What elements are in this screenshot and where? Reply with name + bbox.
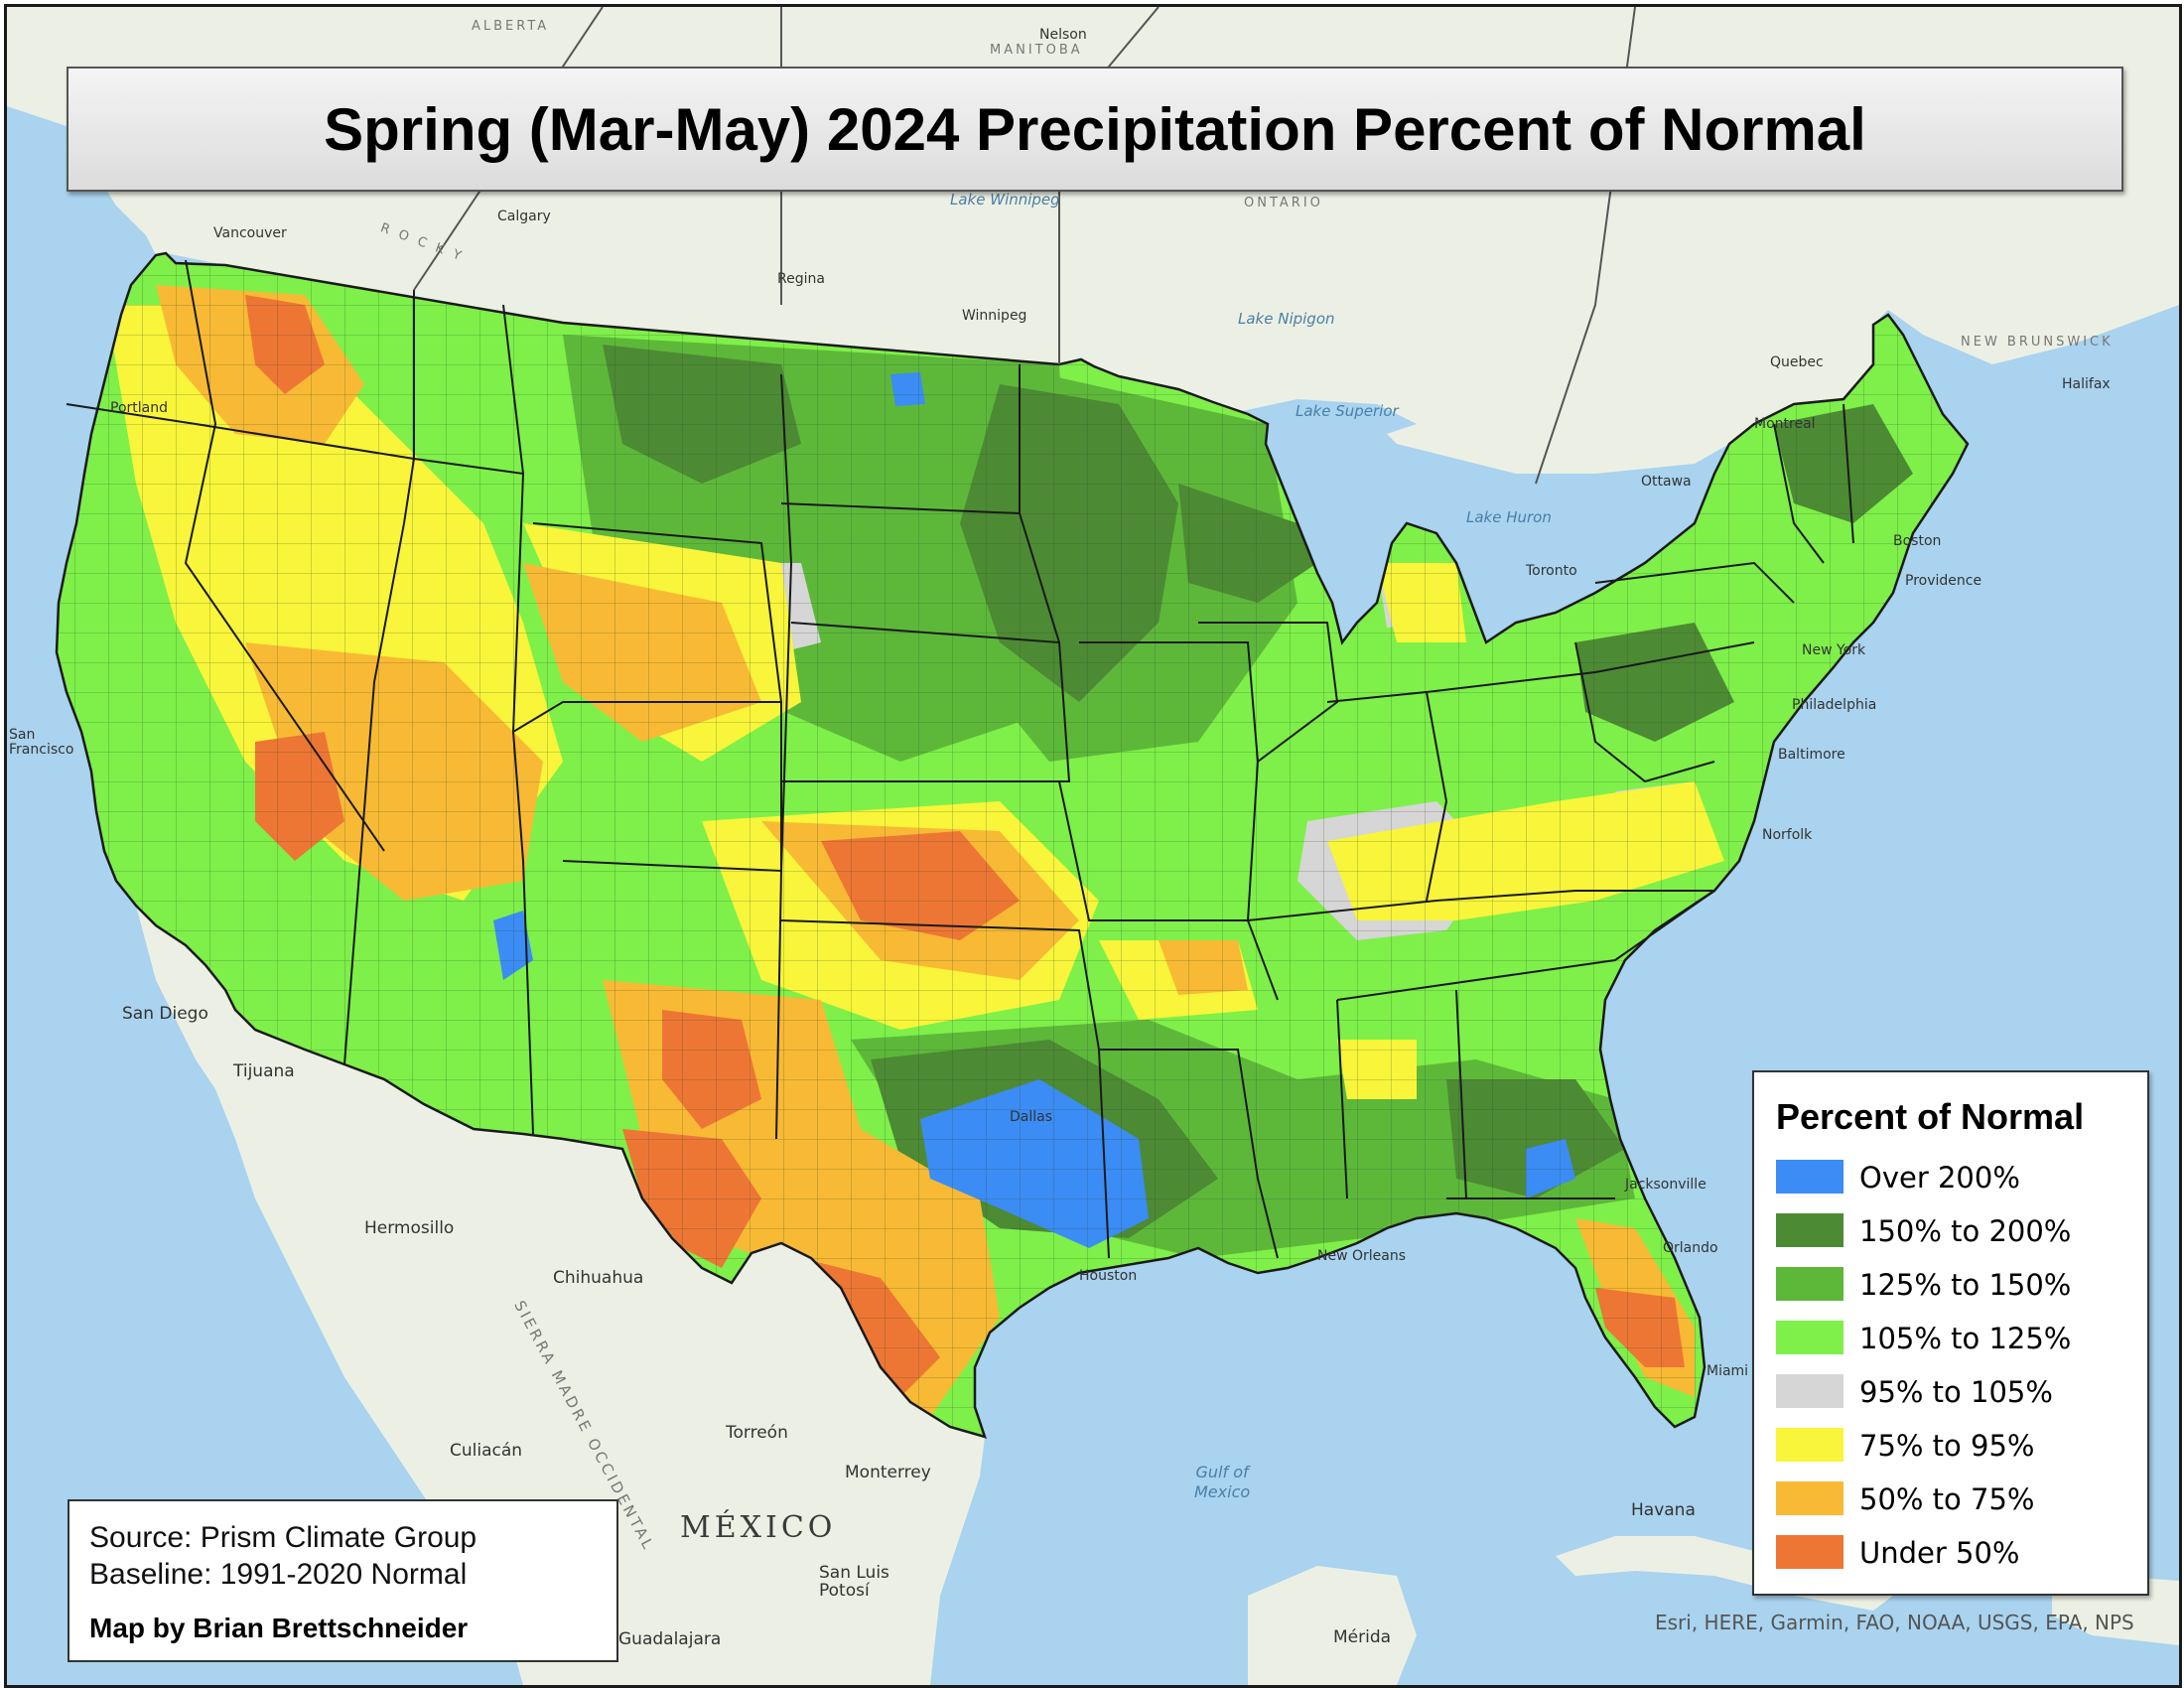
place-label-jacksonville: Jacksonville [1625, 1177, 1706, 1193]
water-label-lake-nipigon: Lake Nipigon [1238, 310, 1335, 328]
legend-swatch [1776, 1213, 1843, 1247]
source-text: Source: Prism Climate Group [89, 1521, 478, 1554]
place-label-norfolk: Norfolk [1762, 827, 1813, 843]
map-frame: Calgary Regina Winnipeg Vancouver ALBERT… [4, 4, 2182, 1688]
place-label-merida: Mérida [1333, 1627, 1392, 1647]
map-title-box: Spring (Mar-May) 2024 Precipitation Perc… [67, 67, 2123, 192]
place-label-orlando: Orlando [1663, 1240, 1718, 1256]
legend-item: Under 50% [1776, 1535, 2133, 1571]
legend-title: Percent of Normal [1776, 1096, 2085, 1137]
legend: Percent of Normal Over 200% 150% to 200% 1… [1752, 1070, 2149, 1596]
legend-swatch [1776, 1160, 1843, 1194]
place-label-torreon: Torreón [726, 1423, 788, 1443]
state-borders [66, 259, 1854, 1259]
place-label-montreal: Montreal [1754, 416, 1816, 432]
legend-swatch [1776, 1481, 1843, 1515]
legend-label: Under 50% [1859, 1536, 2020, 1570]
legend-label: 105% to 125% [1859, 1322, 2072, 1355]
region-label-ontario: ONTARIO [1244, 196, 1323, 211]
place-label-san-luis-potosi: San Luis Potosí [819, 1563, 889, 1601]
place-label-tijuana: Tijuana [233, 1061, 295, 1081]
place-label-halifax: Halifax [2062, 376, 2111, 392]
mexico-land [136, 906, 985, 1685]
country-label-mexico: MÉXICO [680, 1510, 837, 1545]
legend-swatch [1776, 1535, 1843, 1569]
water-label-lake-winnipeg: Lake Winnipeg [950, 191, 1060, 209]
place-label-havana: Havana [1631, 1500, 1696, 1520]
credits-box: Source: Prism Climate Group Baseline: 19… [68, 1499, 618, 1662]
place-label-nelson: Nelson [1039, 27, 1087, 43]
legend-label: 50% to 75% [1859, 1482, 2035, 1516]
place-label-hermosillo: Hermosillo [364, 1218, 455, 1238]
legend-label: 125% to 150% [1859, 1268, 2072, 1302]
legend-item: 105% to 125% [1776, 1321, 2133, 1356]
place-label-vancouver: Vancouver [213, 225, 287, 241]
legend-swatch [1776, 1374, 1843, 1408]
water-label-lake-huron: Lake Huron [1466, 508, 1552, 526]
place-label-dallas: Dallas [1010, 1109, 1053, 1125]
baseline-text: Baseline: 1991-2020 Normal [89, 1558, 468, 1591]
place-label-providence: Providence [1905, 573, 1982, 589]
legend-label: Over 200% [1859, 1161, 2020, 1195]
legend-item: 50% to 75% [1776, 1481, 2133, 1517]
author-text: Map by Brian Brettschneider [89, 1613, 469, 1643]
water-label-lake-superior: Lake Superior [1296, 402, 1399, 420]
place-label-culiacan: Culiacán [450, 1441, 523, 1461]
place-label-philadelphia: Philadelphia [1792, 697, 1877, 713]
place-label-chihuahua: Chihuahua [553, 1268, 644, 1288]
place-label-calgary: Calgary [497, 209, 551, 224]
map-title: Spring (Mar-May) 2024 Precipitation Perc… [324, 95, 1866, 163]
place-label-baltimore: Baltimore [1778, 747, 1845, 763]
precipitation-map[interactable] [7, 7, 2179, 1685]
place-label-boston: Boston [1893, 533, 1942, 549]
legend-item: 125% to 150% [1776, 1267, 2133, 1303]
legend-label: 75% to 95% [1859, 1429, 2035, 1463]
place-label-san-francisco: San Francisco [9, 727, 74, 758]
place-label-ottawa: Ottawa [1641, 474, 1692, 490]
place-label-winnipeg: Winnipeg [962, 308, 1027, 324]
place-label-monterrey: Monterrey [845, 1463, 931, 1482]
place-label-quebec: Quebec [1770, 354, 1824, 370]
baja-peninsula [220, 1059, 354, 1367]
map-attribution: Esri, HERE, Garmin, FAO, NOAA, USGS, EPA… [1655, 1611, 2134, 1634]
legend-label: 95% to 105% [1859, 1375, 2053, 1409]
legend-swatch [1776, 1428, 1843, 1462]
legend-item: 75% to 95% [1776, 1428, 2133, 1464]
water-label-gulf-of-mexico: Gulf of Mexico [1194, 1463, 1251, 1501]
legend-item: 95% to 105% [1776, 1374, 2133, 1410]
place-label-miami: Miami [1706, 1363, 1749, 1379]
place-label-portland: Portland [110, 400, 168, 416]
place-label-toronto: Toronto [1526, 563, 1577, 579]
legend-item: 150% to 200% [1776, 1213, 2133, 1249]
yucatan-land [1248, 1566, 1417, 1685]
region-label-manitoba: MANITOBA [990, 43, 1083, 58]
place-label-regina: Regina [777, 271, 825, 287]
legend-swatch [1776, 1321, 1843, 1354]
place-label-guadalajara: Guadalajara [618, 1629, 722, 1649]
legend-item: Over 200% [1776, 1160, 2133, 1196]
region-label-new-brunswick: NEW BRUNSWICK [1961, 335, 2114, 350]
region-label-alberta: ALBERTA [472, 19, 550, 34]
legend-swatch [1776, 1267, 1843, 1301]
place-label-san-diego: San Diego [122, 1004, 208, 1024]
legend-label: 150% to 200% [1859, 1214, 2072, 1248]
place-label-houston: Houston [1079, 1268, 1138, 1284]
place-label-new-york: New York [1802, 642, 1866, 658]
place-label-new-orleans: New Orleans [1317, 1248, 1407, 1264]
